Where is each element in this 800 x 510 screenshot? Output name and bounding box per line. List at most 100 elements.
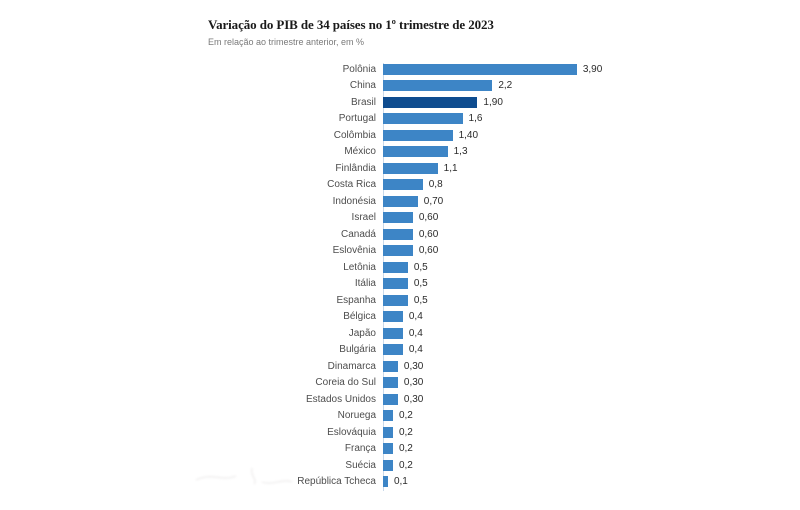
country-label: Finlândia [335, 162, 376, 174]
value-label: 0,2 [398, 426, 413, 438]
value-label: 1,40 [458, 129, 479, 141]
country-label: Espanha [336, 294, 376, 306]
bar [383, 459, 393, 471]
value-label: 0,4 [408, 311, 423, 323]
value-label: 0,1 [393, 476, 408, 488]
value-label: 0,60 [418, 228, 439, 240]
chart-row: México 1,3 [0, 144, 800, 161]
country-label: Suécia [345, 459, 376, 471]
chart-row: Coreia do Sul 0,30 [0, 375, 800, 392]
chart-row: Eslováquia 0,2 [0, 424, 800, 441]
value-label: 0,4 [408, 344, 423, 356]
bar [383, 261, 408, 273]
chart-row: Estados Unidos 0,30 [0, 391, 800, 408]
value-label: 0,30 [403, 377, 424, 389]
value-label: 0,30 [403, 360, 424, 372]
chart-row: Bulgária 0,4 [0, 342, 800, 359]
value-label: 0,60 [418, 212, 439, 224]
bar [383, 443, 393, 455]
country-label: China [349, 80, 376, 92]
chart-rows: Polônia 3,90 China 2,2 Brasil 1,90 Portugal 1,6… [0, 61, 800, 490]
y-axis-line [383, 63, 384, 491]
value-label: 0,4 [408, 327, 423, 339]
value-label: 3,90 [582, 63, 603, 75]
bar [383, 278, 408, 290]
value-label: 0,60 [418, 245, 439, 257]
bar [383, 63, 577, 75]
value-label: 1,1 [443, 162, 458, 174]
chart-row: China 2,2 [0, 78, 800, 95]
country-label: França [344, 443, 376, 455]
bar [383, 327, 403, 339]
chart-row: Dinamarca 0,30 [0, 358, 800, 375]
bar-chart: Polônia 3,90 China 2,2 Brasil 1,90 Portugal 1,6… [0, 61, 800, 491]
country-label: República Tcheca [297, 476, 376, 488]
country-label: Japão [348, 327, 376, 339]
value-label: 0,2 [398, 443, 413, 455]
chart-row: Colômbia 1,40 [0, 127, 800, 144]
bar-highlight [383, 96, 478, 108]
bar [383, 311, 403, 323]
chart-row: Canadá 0,60 [0, 226, 800, 243]
bar [383, 228, 413, 240]
country-label: Indonésia [332, 195, 376, 207]
value-label: 0,5 [413, 294, 428, 306]
bar [383, 212, 413, 224]
country-label: Itália [354, 278, 376, 290]
bar [383, 146, 448, 158]
chart-row: Itália 0,5 [0, 276, 800, 293]
country-label: Israel [351, 212, 376, 224]
chart-row: Japão 0,4 [0, 325, 800, 342]
chart-row: Portugal 1,6 [0, 111, 800, 128]
bar [383, 195, 418, 207]
value-label: 0,70 [423, 195, 444, 207]
country-label: Bélgica [343, 311, 376, 323]
bar [383, 129, 453, 141]
chart-row: Costa Rica 0,8 [0, 177, 800, 194]
chart-row: França 0,2 [0, 441, 800, 458]
bar [383, 410, 393, 422]
chart-row: Brasil 1,90 [0, 94, 800, 111]
value-label: 0,30 [403, 393, 424, 405]
bar [383, 377, 398, 389]
country-label: Costa Rica [327, 179, 376, 191]
value-label: 0,5 [413, 278, 428, 290]
bar [383, 113, 463, 125]
value-label: 0,8 [428, 179, 443, 191]
chart-row: Espanha 0,5 [0, 292, 800, 309]
bar [383, 162, 438, 174]
country-label: Polônia [342, 63, 376, 75]
value-label: 2,2 [498, 80, 513, 92]
country-label: Portugal [338, 113, 376, 125]
chart-row: Polônia 3,90 [0, 61, 800, 78]
bar [383, 476, 388, 488]
chart-subtitle: Em relação ao trimestre anterior, em % [208, 37, 365, 47]
value-label: 1,90 [483, 96, 503, 108]
country-label: Dinamarca [327, 360, 376, 372]
country-label: Canadá [340, 228, 376, 240]
bar [383, 360, 398, 372]
country-label: Coreia do Sul [315, 377, 376, 389]
country-label: Estados Unidos [305, 393, 376, 405]
country-label: Colômbia [333, 129, 376, 141]
chart-title: Variação do PIB de 34 países no 1º trime… [208, 17, 494, 32]
chart-row: Finlândia 1,1 [0, 160, 800, 177]
country-label: Noruega [337, 410, 376, 422]
country-label: Letônia [343, 261, 376, 273]
country-label: Brasil [350, 96, 376, 108]
chart-row: Indonésia 0,70 [0, 193, 800, 210]
chart-row: Israel 0,60 [0, 210, 800, 227]
chart-row: Bélgica 0,4 [0, 309, 800, 326]
chart-row: República Tcheca 0,1 [0, 474, 800, 491]
value-label: 0,2 [398, 459, 413, 471]
country-label: México [344, 146, 376, 158]
chart-row: Noruega 0,2 [0, 408, 800, 425]
bar [383, 393, 398, 405]
bar [383, 426, 393, 438]
value-label: 1,6 [468, 113, 483, 125]
bar [383, 344, 403, 356]
value-label: 1,3 [453, 146, 468, 158]
chart-row: Suécia 0,2 [0, 457, 800, 474]
chart-row: Letônia 0,5 [0, 259, 800, 276]
